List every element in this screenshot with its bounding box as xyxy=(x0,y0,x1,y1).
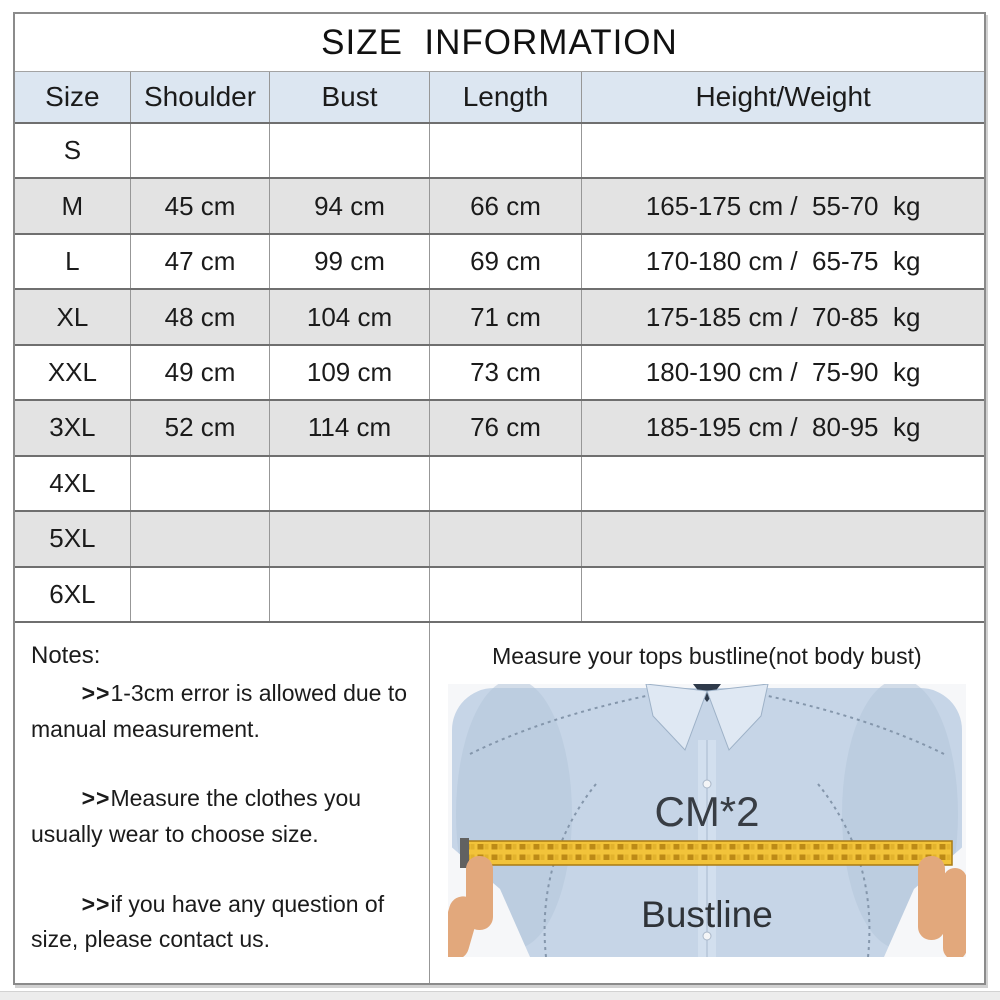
table-row: 4XL xyxy=(15,456,984,513)
height-weight-cell xyxy=(582,124,984,177)
size-cell: L xyxy=(15,234,131,289)
note-prefix: >> xyxy=(81,785,111,812)
measure-heading: Measure your tops bustline(not body bust… xyxy=(492,643,922,669)
shirt-collar-right xyxy=(706,684,769,751)
shirt-collar-gap xyxy=(692,684,721,702)
note-text: Measure the clothes you usually wear to … xyxy=(31,785,362,848)
page-title: SIZE INFORMATION xyxy=(321,22,678,62)
measure-panel: Measure your tops bustline(not body bust… xyxy=(430,623,984,983)
length-cell: 69 cm xyxy=(430,234,583,289)
shirt-button xyxy=(702,931,712,941)
length-cell xyxy=(430,512,583,566)
bust-cell: 114 cm xyxy=(270,401,430,455)
note-text: if you have any question of size, please… xyxy=(31,890,385,953)
right-hand xyxy=(917,856,966,957)
header-length: Length xyxy=(430,72,583,122)
bust-cell: 104 cm xyxy=(270,290,430,344)
note-prefix: >> xyxy=(81,680,111,707)
height-weight-cell: 165-175 cm / 55-70 kg xyxy=(645,190,921,221)
table-body: S M 45 cm 94 cm 66 cm 165-175 cm / 55-70… xyxy=(15,124,984,623)
bust-cell xyxy=(270,567,430,621)
header-height-weight: Height/Weight xyxy=(695,81,871,112)
height-weight-cell: 175-185 cm / 70-85 kg xyxy=(645,301,921,332)
cm2-label: CM*2 xyxy=(654,788,759,835)
table-row: M 45 cm 94 cm 66 cm 165-175 cm / 55-70 k… xyxy=(15,179,984,235)
shoulder-cell: 49 cm xyxy=(131,345,271,400)
notes-heading: Notes: xyxy=(31,642,101,669)
shoulder-seam-left xyxy=(469,695,647,755)
bust-cell xyxy=(270,124,430,178)
shoulder-cell: 45 cm xyxy=(131,179,271,233)
shoulder-cell xyxy=(131,567,271,621)
size-cell: 5XL xyxy=(15,512,131,566)
shoulder-cell: 48 cm xyxy=(131,290,271,344)
header-shoulder: Shoulder xyxy=(131,72,271,122)
table-row: XXL 49 cm 109 cm 73 cm 180-190 cm / 75-9… xyxy=(15,345,984,402)
note-text: 1-3cm error is allowed due to manual mea… xyxy=(31,680,408,742)
header-bust: Bust xyxy=(270,72,430,122)
tape-metal-tip xyxy=(459,838,469,868)
bustline-measure-photo: CM*2 Bustline xyxy=(447,684,966,957)
shirt-illustration: CM*2 Bustline xyxy=(447,684,966,957)
note-item: >>if you have any question of size, plea… xyxy=(31,887,419,958)
shoulder-seam-right xyxy=(767,695,945,755)
bustline-label: Bustline xyxy=(641,894,773,935)
length-cell: 73 cm xyxy=(430,345,583,400)
note-prefix: >> xyxy=(81,890,111,917)
header-size: Size xyxy=(15,72,131,122)
size-cell: XXL xyxy=(15,345,131,400)
size-cell: 4XL xyxy=(15,456,131,511)
height-weight-cell: 180-190 cm / 75-90 kg xyxy=(645,356,921,387)
length-cell: 66 cm xyxy=(430,179,583,233)
shoulder-cell: 47 cm xyxy=(131,234,271,289)
height-weight-cell xyxy=(582,512,984,565)
shoulder-cell: 52 cm xyxy=(131,401,271,455)
bust-cell xyxy=(270,512,430,566)
table-row: 5XL xyxy=(15,512,984,568)
size-cell: M xyxy=(15,179,131,233)
bust-cell: 94 cm xyxy=(270,179,430,233)
notes-panel: Notes: >>1-3cm error is allowed due to m… xyxy=(15,623,430,983)
length-cell: 71 cm xyxy=(430,290,583,344)
left-hand xyxy=(447,856,493,957)
height-weight-cell xyxy=(582,457,984,510)
length-cell xyxy=(430,124,583,178)
table-row: 3XL 52 cm 114 cm 76 cm 185-195 cm / 80-9… xyxy=(15,401,984,457)
height-weight-cell: 170-180 cm / 65-75 kg xyxy=(645,246,921,277)
table-row: 6XL xyxy=(15,567,984,623)
size-chart-sheet: SIZE INFORMATION Size Shoulder Bust Leng… xyxy=(13,12,986,985)
page-bottom-strip xyxy=(0,991,1000,1000)
title-row: SIZE INFORMATION xyxy=(15,14,984,72)
length-cell: 76 cm xyxy=(430,401,583,455)
bottom-section: Notes: >>1-3cm error is allowed due to m… xyxy=(15,623,984,983)
length-cell xyxy=(430,567,583,621)
bust-cell: 99 cm xyxy=(270,234,430,289)
size-cell: 6XL xyxy=(15,567,131,621)
bust-cell: 109 cm xyxy=(270,345,430,400)
table-row: L 47 cm 99 cm 69 cm 170-180 cm / 65-75 k… xyxy=(15,234,984,291)
size-cell: 3XL xyxy=(15,401,131,455)
note-item: >>1-3cm error is allowed due to manual m… xyxy=(31,676,419,747)
table-row: XL 48 cm 104 cm 71 cm 175-185 cm / 70-85… xyxy=(15,290,984,346)
size-cell: XL xyxy=(15,290,131,344)
shoulder-cell xyxy=(131,124,271,178)
shirt-collar-left xyxy=(645,684,708,751)
table-header-row: Size Shoulder Bust Length Height/Weight xyxy=(15,72,984,124)
shoulder-cell xyxy=(131,512,271,566)
size-cell: S xyxy=(15,124,131,178)
height-weight-cell xyxy=(582,568,984,621)
shirt-button xyxy=(702,779,712,789)
length-cell xyxy=(430,456,583,511)
table-row: S xyxy=(15,124,984,180)
note-item: >>Measure the clothes you usually wear t… xyxy=(31,781,419,852)
bust-cell xyxy=(270,456,430,511)
height-weight-cell: 185-195 cm / 80-95 kg xyxy=(645,412,921,443)
measuring-tape xyxy=(461,840,953,866)
shoulder-cell xyxy=(131,456,271,511)
